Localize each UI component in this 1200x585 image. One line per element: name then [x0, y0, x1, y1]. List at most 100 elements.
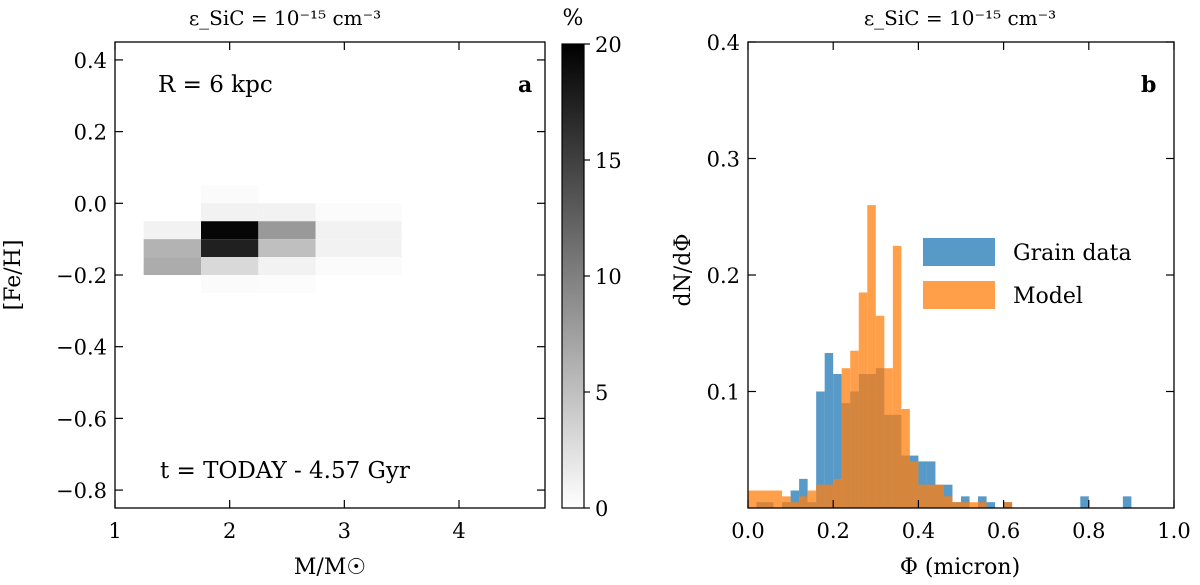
histogram-ticks: 0.0 0.2 0.4 0.6 0.8 1.0 0.1 0.2 0.3 0.4: [707, 31, 1191, 543]
histogram-bar: [892, 245, 902, 508]
histogram-bar: [756, 490, 766, 508]
heatmap-cell: [201, 275, 259, 293]
histogram-bar: [961, 502, 970, 508]
heatmap-cell: [143, 239, 201, 258]
histogram-bar: [748, 490, 757, 508]
heatmap-cell: [258, 257, 316, 275]
histogram-bar: [901, 408, 910, 508]
histogram-bar: [1080, 496, 1089, 508]
histogram-bar: [773, 490, 783, 508]
histogram-ytick-label: 0.3: [707, 148, 740, 172]
histogram-bar: [918, 484, 927, 508]
histogram-bar: [1122, 496, 1132, 508]
histogram-bar: [841, 368, 851, 508]
histogram-bar: [790, 502, 800, 508]
heatmap-cell: [201, 221, 259, 240]
histogram-bar: [875, 315, 885, 508]
heatmap-ytick-label: 0.0: [74, 192, 107, 216]
histogram-bar: [867, 205, 876, 508]
heatmap-ytick-label: −0.4: [56, 336, 107, 360]
heatmap-ytick-label: −0.6: [56, 407, 107, 431]
histogram-panel: ε_SiC = 10⁻¹⁵ cm⁻³ 0.0 0.2 0.4 0.6 0.8 1.0 0.1…: [671, 6, 1191, 580]
heatmap-cell: [201, 203, 259, 222]
histogram-bar: [824, 484, 834, 508]
heatmap-cell: [258, 239, 316, 258]
histogram-bars: [748, 205, 1132, 508]
heatmap-xtick-label: 2: [223, 519, 236, 543]
legend-label-grain-data: Grain data: [1013, 241, 1132, 266]
heatmap-xlabel: M/M☉: [294, 555, 366, 580]
heatmap-annotation-radius: R = 6 kpc: [158, 72, 273, 98]
histogram-ytick-label: 0.2: [707, 264, 740, 288]
histogram-xtick-label: 1.0: [1157, 519, 1190, 543]
colorbar-tick-label: 15: [595, 149, 622, 173]
histogram-bar: [816, 391, 825, 508]
legend-swatch-grain-data: [923, 238, 995, 266]
histogram-bar: [816, 484, 825, 508]
histogram-bar: [782, 496, 791, 508]
heatmap-cell: [201, 185, 259, 204]
heatmap-annotation-time: t = TODAY - 4.57 Gyr: [160, 458, 410, 484]
colorbar-ticks: 0 5 10 15 20: [584, 33, 622, 521]
heatmap-ytick-label: 0.4: [74, 49, 107, 73]
histogram-bar: [952, 502, 961, 508]
histogram-panel-label: b: [1141, 72, 1156, 98]
histogram-bar: [799, 478, 808, 508]
heatmap-xtick-label: 1: [108, 519, 121, 543]
heatmap-cell: [201, 239, 259, 258]
histogram-bar: [935, 484, 944, 508]
heatmap-title: ε_SiC = 10⁻¹⁵ cm⁻³: [189, 6, 381, 30]
heatmap-ticks: 1 2 3 4 0.4 0.2 0.0 −0.2 −0.4 −0.6 −0.8: [56, 42, 545, 543]
histogram-xtick-label: 0.6: [987, 519, 1020, 543]
histogram-bar: [943, 496, 953, 508]
heatmap-ytick-label: −0.2: [56, 264, 107, 288]
histogram-bar: [909, 461, 919, 508]
colorbar-label: %: [563, 6, 584, 31]
heatmap-cells: [143, 185, 402, 293]
heatmap-xtick-label: 4: [452, 519, 465, 543]
heatmap-cell: [201, 257, 259, 275]
histogram-ytick-label: 0.4: [707, 31, 740, 55]
heatmap-xtick-label: 3: [338, 519, 351, 543]
histogram-bar: [807, 490, 817, 508]
histogram-axes-frame: [747, 41, 1175, 509]
histogram-bar: [765, 490, 774, 508]
histogram-ytick-label: 0.1: [707, 381, 740, 405]
histogram-bar: [1003, 502, 1013, 508]
legend-label-model: Model: [1013, 284, 1083, 309]
heatmap-panel: ε_SiC = 10⁻¹⁵ cm⁻³ 1 2 3 4 0.4 0.2 0.0 −0.2 −0.4…: [1, 6, 546, 580]
histogram-ylabel: dN/dΦ: [671, 234, 696, 307]
colorbar-gradient: [561, 43, 585, 509]
histogram-bar: [799, 496, 808, 508]
colorbar-tick-label: 20: [595, 33, 622, 57]
heatmap-ytick-label: 0.2: [74, 121, 107, 145]
heatmap-cell: [258, 203, 316, 222]
histogram-title: ε_SiC = 10⁻¹⁵ cm⁻³: [864, 6, 1056, 30]
heatmap-cell: [143, 257, 201, 275]
heatmap-panel-label: a: [518, 72, 532, 98]
heatmap-cell: [315, 257, 402, 275]
heatmap-cell: [258, 221, 316, 240]
histogram-bar: [790, 490, 800, 508]
histogram-bar: [824, 353, 834, 508]
histogram-xtick-label: 0.4: [902, 519, 935, 543]
histogram-legend: Grain data Model: [923, 238, 1132, 309]
histogram-bar: [969, 502, 979, 508]
histogram-bar: [986, 502, 996, 508]
histogram-xlabel: Φ (micron): [900, 555, 1020, 580]
colorbar-tick-label: 10: [595, 265, 622, 289]
histogram-xtick-label: 0.2: [816, 519, 849, 543]
heatmap-cell: [315, 221, 402, 240]
heatmap-cell: [315, 239, 402, 258]
histogram-bar: [858, 292, 868, 508]
histogram-xtick-label: 0.0: [731, 519, 764, 543]
heatmap-ylabel: [Fe/H]: [1, 240, 26, 311]
heatmap-cell: [143, 221, 201, 240]
colorbar-tick-label: 0: [595, 497, 608, 521]
histogram-bar: [850, 350, 859, 508]
heatmap-ytick-label: −0.8: [56, 479, 107, 503]
histogram-bar: [833, 374, 842, 508]
heatmap-cell: [258, 275, 316, 293]
heatmap-cell: [315, 203, 402, 222]
legend-swatch-model: [923, 281, 995, 309]
